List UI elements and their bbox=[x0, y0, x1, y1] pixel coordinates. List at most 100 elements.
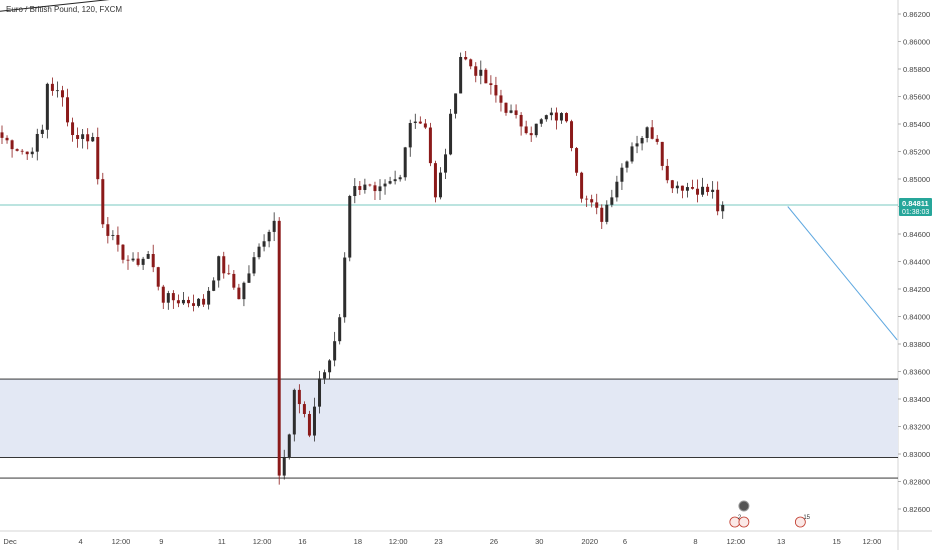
candle-body bbox=[272, 220, 276, 232]
time-axis-label: 18 bbox=[354, 537, 362, 546]
candle-body bbox=[721, 204, 725, 212]
candle-body bbox=[181, 299, 185, 304]
candle-body bbox=[307, 413, 311, 436]
candle-body bbox=[670, 180, 674, 189]
candle-body bbox=[328, 360, 332, 373]
candle-body bbox=[696, 188, 700, 195]
candle-body bbox=[192, 303, 196, 306]
candle-body bbox=[600, 207, 604, 222]
time-axis-label: 26 bbox=[490, 537, 498, 546]
current-price-tag bbox=[899, 197, 932, 216]
time-axis-label: 30 bbox=[535, 537, 543, 546]
time-axis-label: 12:00 bbox=[253, 537, 272, 546]
time-axis-label: 12:00 bbox=[863, 537, 882, 546]
time-axis-label: 15 bbox=[832, 537, 840, 546]
candle-body bbox=[222, 256, 226, 274]
candle-body bbox=[207, 290, 211, 305]
candle-body bbox=[635, 143, 639, 147]
candle-body bbox=[111, 234, 115, 236]
candle-body bbox=[403, 147, 407, 178]
candle-body bbox=[30, 151, 34, 155]
candle-body bbox=[474, 66, 478, 76]
candle-body bbox=[464, 56, 468, 60]
candle-body bbox=[297, 389, 301, 405]
candle-body bbox=[509, 110, 513, 113]
candle-body bbox=[262, 241, 266, 247]
price-axis-label: 0.83400 bbox=[903, 395, 930, 404]
drawn-trendline-top[interactable] bbox=[0, 0, 141, 12]
candle-body bbox=[166, 293, 170, 303]
candle-body bbox=[101, 179, 105, 225]
price-axis-label: 0.82600 bbox=[903, 505, 930, 514]
candle-body bbox=[610, 197, 614, 205]
price-axis-label: 0.83200 bbox=[903, 423, 930, 432]
candle-body bbox=[60, 90, 64, 98]
candle-body bbox=[257, 246, 261, 258]
candle-body bbox=[620, 167, 624, 182]
price-axis-label: 0.84200 bbox=[903, 285, 930, 294]
candle-body bbox=[595, 202, 599, 208]
candle-body bbox=[499, 95, 503, 103]
candle-body bbox=[363, 184, 367, 190]
candle-body bbox=[247, 273, 251, 283]
candle-body bbox=[237, 287, 241, 300]
time-axis-label: 12:00 bbox=[112, 537, 131, 546]
candle-body bbox=[378, 186, 382, 192]
candle-body bbox=[665, 165, 669, 181]
candle-body bbox=[484, 69, 488, 84]
price-axis-label: 0.83000 bbox=[903, 450, 930, 459]
chart-title: Euro / British Pound, 120, FXCM bbox=[6, 5, 123, 14]
candle-body bbox=[494, 85, 498, 96]
candle-body bbox=[605, 204, 609, 222]
candle-body bbox=[428, 127, 432, 164]
candle-body bbox=[383, 183, 387, 187]
candle-body bbox=[323, 372, 327, 379]
candle-body bbox=[690, 187, 694, 189]
candle-body bbox=[514, 110, 518, 115]
candle-body bbox=[161, 286, 165, 303]
candle-body bbox=[549, 112, 553, 116]
candle-body bbox=[711, 189, 715, 192]
event-marker-icon[interactable] bbox=[738, 500, 750, 512]
candle-body bbox=[10, 140, 14, 150]
bar-countdown-label: 01:38:03 bbox=[902, 209, 929, 216]
candle-body bbox=[292, 389, 296, 435]
candle-body bbox=[81, 134, 85, 139]
candle-body bbox=[106, 224, 110, 236]
calendar-event-icon[interactable] bbox=[794, 516, 806, 528]
time-axis-label: 13 bbox=[777, 537, 785, 546]
price-axis-label: 0.84400 bbox=[903, 258, 930, 267]
candle-body bbox=[197, 298, 201, 306]
candle-body bbox=[267, 231, 271, 242]
candle-body bbox=[45, 83, 49, 130]
candle-body bbox=[489, 83, 493, 86]
candle-body bbox=[398, 177, 402, 180]
candle-body bbox=[176, 300, 180, 304]
candle-body bbox=[66, 97, 70, 123]
event-count-label: 2 bbox=[738, 515, 742, 521]
candle-body bbox=[312, 406, 316, 436]
time-axis-label: 8 bbox=[693, 537, 697, 546]
price-axis-label: 0.86000 bbox=[903, 38, 930, 47]
candle-body bbox=[645, 127, 649, 138]
candle-body bbox=[564, 113, 568, 122]
projection-trendline[interactable] bbox=[787, 206, 898, 341]
time-axis-label: 12:00 bbox=[726, 537, 745, 546]
candle-body bbox=[368, 184, 372, 186]
time-axis-label: 16 bbox=[298, 537, 306, 546]
demand-zone[interactable] bbox=[0, 379, 898, 458]
candle-body bbox=[141, 258, 145, 265]
price-axis-label: 0.85800 bbox=[903, 65, 930, 74]
candle-body bbox=[91, 137, 95, 142]
candle-body bbox=[680, 185, 684, 191]
candle-body bbox=[0, 132, 4, 138]
calendar-event-icon[interactable] bbox=[738, 516, 750, 528]
candle-body bbox=[86, 134, 90, 142]
candle-body bbox=[76, 135, 80, 139]
candle-body bbox=[212, 280, 216, 291]
candle-body bbox=[302, 404, 306, 414]
candle-body bbox=[519, 114, 523, 127]
candle-body bbox=[202, 298, 206, 305]
